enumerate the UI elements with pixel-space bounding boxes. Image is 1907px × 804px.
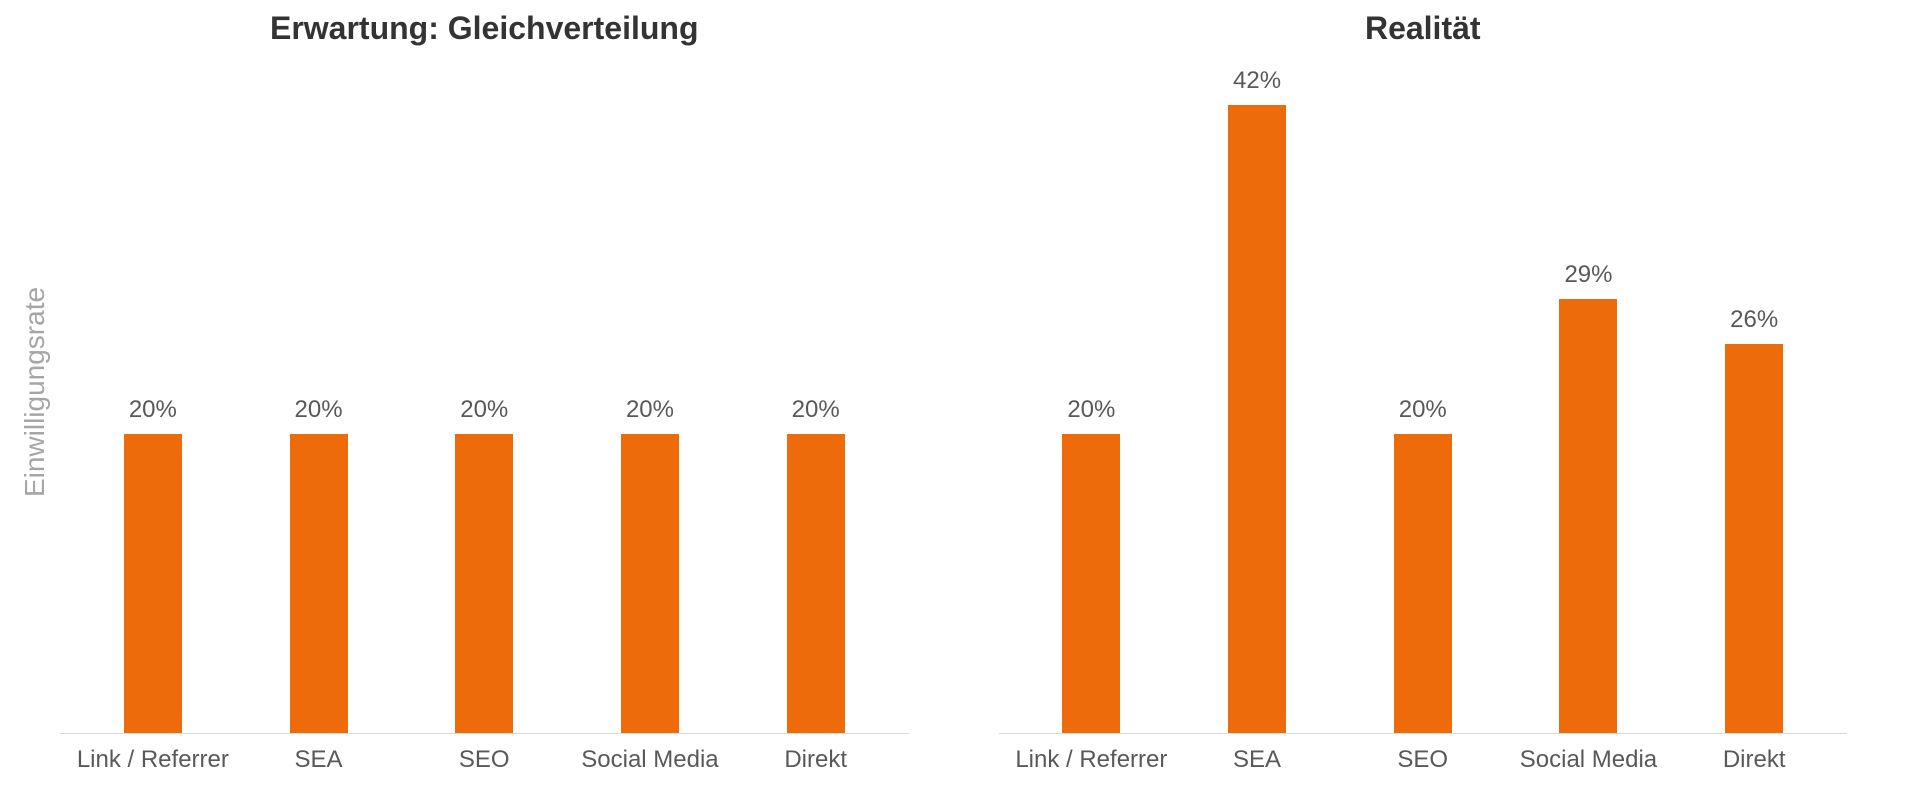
bar-value-label: 20%	[295, 396, 343, 424]
bar-group: 29%	[1506, 60, 1672, 733]
charts-row: Erwartung: Gleichverteilung20%20%20%20%2…	[60, 10, 1847, 774]
bar-value-label: 20%	[626, 396, 674, 424]
bar-value-label: 20%	[792, 396, 840, 424]
yaxis-label: Einwilligungsrate	[19, 287, 51, 497]
bar	[1394, 434, 1452, 733]
category-row: Link / ReferrerSEASEOSocial MediaDirekt	[60, 734, 909, 774]
category-label: SEO	[401, 746, 567, 774]
category-label: Social Media	[567, 746, 733, 774]
category-label: SEA	[236, 746, 402, 774]
bar	[787, 434, 845, 733]
category-label: Social Media	[1506, 746, 1672, 774]
plot-area: 20% 42% 20% 29% 26%	[999, 60, 1848, 734]
bar-value-label: 20%	[1067, 396, 1115, 424]
bar-value-label: 20%	[1399, 396, 1447, 424]
bar-group: 42%	[1174, 60, 1340, 733]
category-label: SEA	[1174, 746, 1340, 774]
plot-area: 20% 20% 20% 20% 20%	[60, 60, 909, 734]
bar-group: 20%	[733, 60, 899, 733]
chart-title: Erwartung: Gleichverteilung	[60, 10, 909, 60]
bar-value-label: 20%	[129, 396, 177, 424]
yaxis-label-wrap: Einwilligungsrate	[10, 10, 60, 774]
bar	[124, 434, 182, 733]
bar-group: 20%	[236, 60, 402, 733]
bar-group: 20%	[1009, 60, 1175, 733]
category-label: Direkt	[1671, 746, 1837, 774]
chart-container: Einwilligungsrate Erwartung: Gleichverte…	[0, 0, 1907, 804]
bar-group: 20%	[567, 60, 733, 733]
chart-title: Realität	[999, 10, 1848, 60]
category-label: SEO	[1340, 746, 1506, 774]
chart-panel-1: Realität20%42%20%29%26%Link / ReferrerSE…	[999, 10, 1848, 774]
bar	[621, 434, 679, 733]
category-label: Direkt	[733, 746, 899, 774]
bar	[290, 434, 348, 733]
bar	[1725, 344, 1783, 733]
bar	[1062, 434, 1120, 733]
bar-group: 20%	[401, 60, 567, 733]
bar	[1228, 105, 1286, 733]
bar-group: 20%	[70, 60, 236, 733]
bar-value-label: 20%	[460, 396, 508, 424]
bar	[1559, 299, 1617, 733]
category-label: Link / Referrer	[1009, 746, 1175, 774]
category-row: Link / ReferrerSEASEOSocial MediaDirekt	[999, 734, 1848, 774]
bar-group: 26%	[1671, 60, 1837, 733]
category-label: Link / Referrer	[70, 746, 236, 774]
bar-value-label: 26%	[1730, 306, 1778, 334]
bar-group: 20%	[1340, 60, 1506, 733]
bar-value-label: 29%	[1564, 261, 1612, 289]
chart-panel-0: Erwartung: Gleichverteilung20%20%20%20%2…	[60, 10, 909, 774]
bar-value-label: 42%	[1233, 67, 1281, 95]
bar	[455, 434, 513, 733]
